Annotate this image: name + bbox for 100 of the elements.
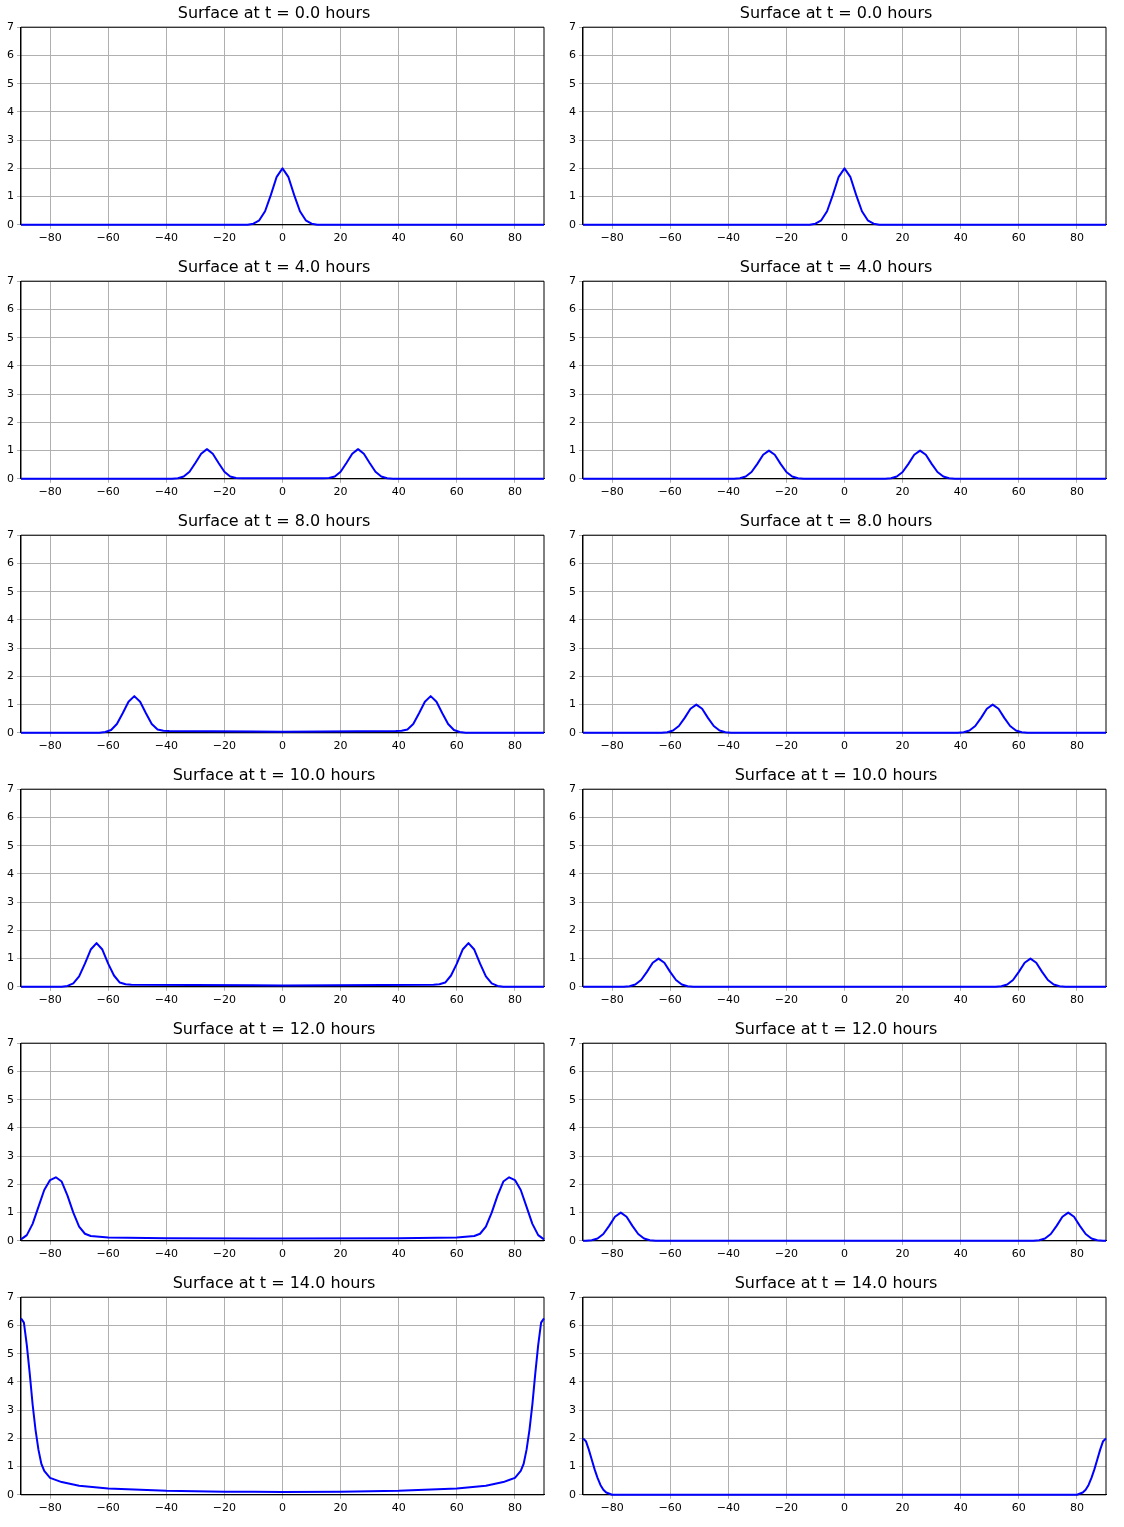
x-tick-label: 60 xyxy=(449,1501,464,1515)
y-tick-label: 1 xyxy=(569,189,576,203)
x-tick-label: 80 xyxy=(1069,739,1084,753)
x-tick-label: 20 xyxy=(333,739,348,753)
x-tick-label: 60 xyxy=(1011,1501,1026,1515)
y-tick-label: 0 xyxy=(569,1487,576,1501)
y-tick-label: 7 xyxy=(569,1290,576,1304)
x-tick-label: −20 xyxy=(774,739,798,753)
x-tick-label: 0 xyxy=(841,231,848,245)
x-tick-label: 60 xyxy=(1011,1247,1026,1261)
y-tick-label: 6 xyxy=(569,1064,576,1078)
y-tick-label: 7 xyxy=(7,1036,14,1050)
x-tick-label: −80 xyxy=(38,739,62,753)
x-tick-label: −60 xyxy=(658,231,682,245)
y-tick-label: 6 xyxy=(569,1318,576,1332)
y-tick-label: 1 xyxy=(7,189,14,203)
x-tick-label: −80 xyxy=(600,485,624,499)
x-tick-label: −80 xyxy=(600,1247,624,1261)
x-tick-label: −60 xyxy=(658,1501,682,1515)
chart-title: Surface at t = 8.0 hours xyxy=(177,510,371,530)
y-tick-label: 5 xyxy=(7,1092,14,1106)
y-tick-label: 4 xyxy=(7,358,14,372)
x-tick-label: 0 xyxy=(841,993,848,1007)
y-tick-label: 3 xyxy=(569,1148,576,1162)
y-tick-label: 3 xyxy=(569,132,576,146)
x-tick-label: 40 xyxy=(953,993,968,1007)
x-tick-label: 80 xyxy=(1069,1501,1084,1515)
y-tick-label: 1 xyxy=(569,1205,576,1219)
x-tick-label: −80 xyxy=(38,1501,62,1515)
x-tick-label: 80 xyxy=(507,1247,522,1261)
y-tick-label: 4 xyxy=(7,104,14,118)
x-tick-label: −40 xyxy=(716,1501,740,1515)
x-tick-label: −40 xyxy=(716,1247,740,1261)
x-tick-label: 20 xyxy=(895,1247,910,1261)
y-tick-label: 1 xyxy=(7,443,14,457)
y-tick-label: 2 xyxy=(7,415,14,429)
x-tick-label: −20 xyxy=(774,993,798,1007)
x-tick-label: −20 xyxy=(774,485,798,499)
y-tick-label: 2 xyxy=(569,1431,576,1445)
x-tick-label: 40 xyxy=(391,231,406,245)
y-tick-label: 0 xyxy=(569,1233,576,1247)
x-tick-label: −40 xyxy=(154,1501,178,1515)
x-tick-label: −40 xyxy=(716,231,740,245)
x-tick-label: −20 xyxy=(212,485,236,499)
y-tick-label: 0 xyxy=(7,217,14,231)
x-tick-label: 40 xyxy=(953,739,968,753)
x-tick-label: 60 xyxy=(449,739,464,753)
x-tick-label: 40 xyxy=(391,1501,406,1515)
chart-title: Surface at t = 4.0 hours xyxy=(177,256,371,276)
y-tick-label: 7 xyxy=(569,528,576,542)
y-tick-label: 4 xyxy=(7,1374,14,1388)
x-tick-label: −80 xyxy=(38,485,62,499)
y-tick-label: 4 xyxy=(569,358,576,372)
x-tick-label: −60 xyxy=(96,993,120,1007)
y-tick-label: 6 xyxy=(7,48,14,62)
y-tick-label: 4 xyxy=(7,866,14,880)
y-tick-label: 0 xyxy=(569,471,576,485)
y-tick-label: 6 xyxy=(569,302,576,316)
y-tick-label: 3 xyxy=(7,640,14,654)
y-tick-label: 2 xyxy=(7,1177,14,1191)
x-tick-label: 60 xyxy=(449,1247,464,1261)
y-tick-label: 5 xyxy=(569,76,576,90)
chart-title: Surface at t = 0.0 hours xyxy=(177,2,371,22)
x-tick-label: −20 xyxy=(774,231,798,245)
x-tick-label: 20 xyxy=(333,993,348,1007)
x-tick-label: 40 xyxy=(953,231,968,245)
y-tick-label: 4 xyxy=(569,612,576,626)
x-tick-label: 60 xyxy=(1011,739,1026,753)
x-tick-label: 60 xyxy=(449,993,464,1007)
chart-title: Surface at t = 0.0 hours xyxy=(739,2,933,22)
y-tick-label: 2 xyxy=(7,1431,14,1445)
x-tick-label: 80 xyxy=(1069,485,1084,499)
y-tick-label: 2 xyxy=(7,923,14,937)
y-tick-label: 3 xyxy=(7,386,14,400)
x-tick-label: −60 xyxy=(96,231,120,245)
x-tick-label: 40 xyxy=(391,739,406,753)
y-tick-label: 4 xyxy=(7,612,14,626)
y-tick-label: 4 xyxy=(569,1374,576,1388)
chart-title: Surface at t = 10.0 hours xyxy=(172,764,376,784)
x-tick-label: 0 xyxy=(841,485,848,499)
x-tick-label: 80 xyxy=(1069,1247,1084,1261)
x-tick-label: 0 xyxy=(279,993,286,1007)
x-tick-label: −60 xyxy=(658,993,682,1007)
y-tick-label: 2 xyxy=(569,415,576,429)
y-tick-label: 6 xyxy=(7,1064,14,1078)
y-tick-label: 3 xyxy=(569,1402,576,1416)
x-tick-label: 40 xyxy=(953,485,968,499)
x-tick-label: −60 xyxy=(96,1501,120,1515)
x-tick-label: −40 xyxy=(154,485,178,499)
x-tick-label: 20 xyxy=(895,993,910,1007)
y-tick-label: 6 xyxy=(7,810,14,824)
x-tick-label: 20 xyxy=(895,485,910,499)
x-tick-label: 60 xyxy=(1011,231,1026,245)
y-tick-label: 6 xyxy=(569,556,576,570)
x-tick-label: −80 xyxy=(38,1247,62,1261)
y-tick-label: 5 xyxy=(569,330,576,344)
y-tick-label: 1 xyxy=(569,443,576,457)
y-tick-label: 1 xyxy=(7,697,14,711)
x-tick-label: −20 xyxy=(212,1247,236,1261)
x-tick-label: 80 xyxy=(507,231,522,245)
